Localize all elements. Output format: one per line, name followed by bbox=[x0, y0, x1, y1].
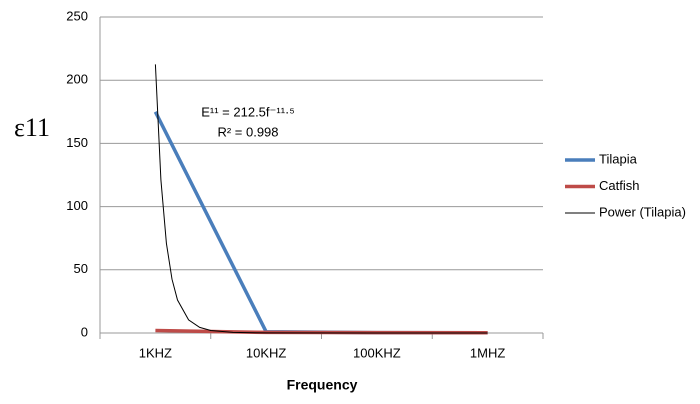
legend-label: Tilapia bbox=[599, 151, 638, 166]
series-line bbox=[155, 328, 488, 335]
x-tick-label: 100KHZ bbox=[353, 345, 401, 360]
legend-label: Catfish bbox=[599, 178, 639, 193]
x-tick-label: 10KHZ bbox=[246, 345, 287, 360]
r-squared: R² = 0.998 bbox=[217, 124, 278, 139]
equation: E¹¹ = 212.5f⁻¹¹·⁵ bbox=[201, 104, 295, 119]
x-axis-label: Frequency bbox=[287, 377, 358, 393]
x-tick-label: 1KHZ bbox=[139, 345, 172, 360]
y-tick-label: 50 bbox=[74, 261, 88, 276]
y-tick-label: 0 bbox=[81, 324, 88, 339]
y-tick-label: 200 bbox=[66, 72, 88, 87]
y-tick-label: 250 bbox=[66, 8, 88, 23]
legend-label: Power (Tilapia) bbox=[599, 204, 686, 219]
y-axis-label: ε11 bbox=[14, 113, 50, 142]
series-line bbox=[153, 111, 488, 335]
y-tick-label: 150 bbox=[66, 135, 88, 150]
trendline bbox=[154, 64, 488, 334]
y-tick-label: 100 bbox=[66, 198, 88, 213]
x-tick-label: 1MHZ bbox=[470, 345, 505, 360]
